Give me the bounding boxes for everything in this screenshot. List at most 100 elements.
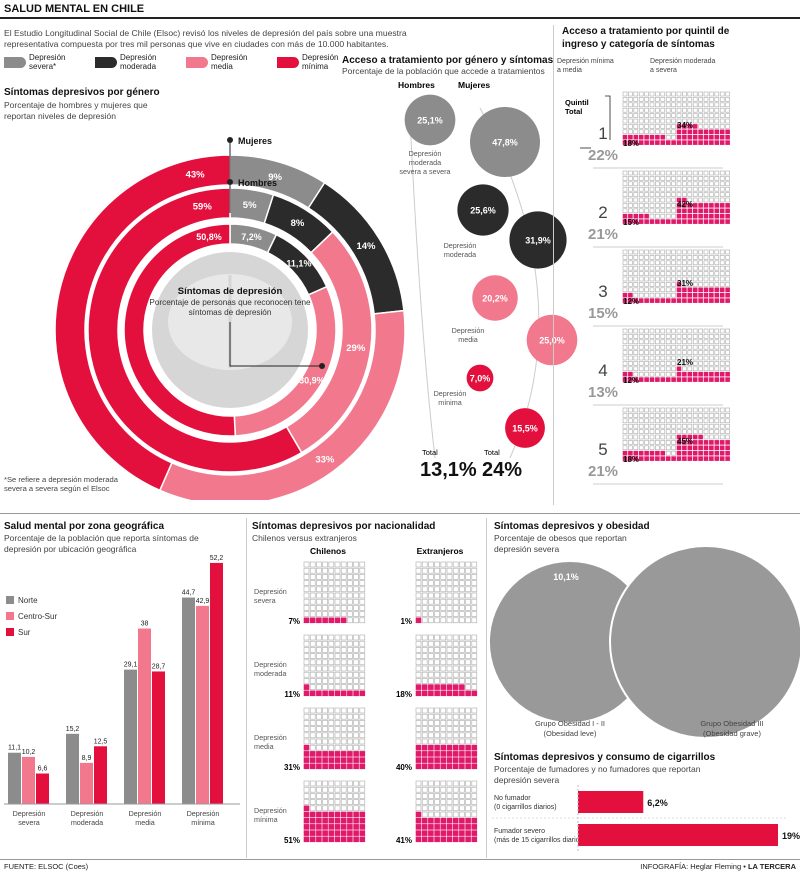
total-label: Total: [484, 448, 500, 457]
smoking-chart: No fumador (0 cigarrillos diarios) 6,2% Fum…: [492, 785, 800, 851]
bubble-label: 7,0%: [470, 374, 491, 384]
center-pointer: [229, 322, 322, 367]
q-col2-label: Depresión moderada: [650, 58, 715, 65]
quintile-label: 15%: [623, 218, 639, 227]
q-total-label: Total: [565, 107, 582, 116]
zone-subtitle: Porcentaje de la población que reporta s…: [4, 533, 199, 554]
ring-label: 30,9%: [299, 376, 325, 386]
nation-waffle-extranjeros: [415, 707, 478, 770]
gender-access-subtitle: Porcentaje de la población que accede a …: [342, 66, 545, 76]
smoking-label: 19%: [782, 831, 800, 841]
quintile-total: 13%: [588, 384, 618, 401]
zone-bar-label: 42,9: [196, 598, 210, 605]
quintile-waffle-mod: [676, 170, 730, 224]
pointer-dot: [227, 137, 233, 143]
footer-brand: LA TERCERA: [747, 862, 796, 871]
zone-bar: [182, 597, 195, 804]
total-hombres: 13,1%: [420, 459, 477, 481]
obesity-subtitle: Porcentaje de obesos que reportan depres…: [494, 533, 627, 554]
ring-label: 8%: [291, 218, 305, 229]
page-title: SALUD MENTAL EN CHILE: [4, 3, 145, 15]
nation-label: 40%: [396, 763, 412, 772]
nationality-subtitle: Chilenos versus extranjeros: [252, 533, 357, 543]
col-mujeres: Mujeres: [458, 80, 490, 90]
label-mujeres: Mujeres: [238, 136, 272, 146]
zone-legend-swatch: [6, 628, 14, 636]
obesity-chart: 10,1% 15% Grupo Obesidad I - II(Obesidad l…: [489, 536, 800, 739]
quintile-waffle-min: [622, 249, 676, 303]
smoking-category: Fumador severo: [494, 828, 545, 835]
ring-label: 33%: [315, 454, 335, 465]
quintile-waffle-min: [622, 407, 676, 461]
bubble-mujeres-minima: [505, 408, 545, 448]
quintile-label: 12%: [623, 297, 639, 306]
category-label: Depresión: [409, 149, 442, 158]
gender-access-chart: Hombres Mujeres 25,1% 25,6% 20,2% 7,0% 47,8% 31…: [398, 80, 578, 481]
obesity-bubble-leve: [489, 561, 651, 723]
bubble-mujeres-severa: [470, 107, 540, 177]
legend-swatch: [277, 57, 299, 69]
quintile-waffle-mod: [676, 91, 730, 145]
nation-label: 1%: [400, 617, 412, 626]
smoking-title: Síntomas depresivos y consumo de cigarri…: [494, 752, 716, 763]
nation-col2: Extranjeros: [417, 546, 464, 556]
zone-legend-label: Sur: [18, 628, 31, 637]
quintile-label: 18%: [623, 139, 639, 148]
quintile-number: 5: [598, 440, 607, 459]
footer-source: FUENTE: ELSOC (Coes): [4, 862, 89, 871]
gender-access-title: Acceso a tratamiento por género y síntom…: [342, 55, 554, 66]
obesity-category: Grupo Obesidad III: [700, 719, 763, 728]
quintile-waffle-mod: [676, 249, 730, 303]
ring-label: 9%: [268, 172, 282, 183]
quintile-number: 3: [598, 282, 607, 301]
smoking-bar: [578, 824, 778, 846]
col-hombres: Hombres: [398, 80, 435, 90]
category-label: media: [458, 335, 478, 344]
zone-bar-label: 29,1: [124, 662, 138, 669]
nation-label: 18%: [396, 690, 412, 699]
obesity-category: (Obesidad grave): [703, 729, 761, 738]
q-col1-label: Depresión mínima: [557, 58, 614, 65]
zone-bar-label: 10,2: [22, 749, 36, 756]
pointer-dot: [227, 179, 233, 185]
zone-bar-label: 6,6: [38, 766, 48, 773]
nation-waffle-chilenos: [303, 634, 366, 697]
bubble-mujeres-media: [526, 314, 578, 366]
obesity-label: 15%: [691, 536, 709, 546]
quintile-total: 15%: [588, 305, 618, 322]
zone-bar-label: 11,1: [8, 745, 21, 752]
quintile-waffle-mod: [676, 328, 730, 382]
bubble-hombres-minima: [466, 364, 494, 392]
quintile-number: 2: [598, 203, 607, 222]
category-label: severa a severa: [399, 167, 450, 176]
nation-waffle-chilenos: [303, 561, 366, 624]
center-title: Síntomas de depresión: [178, 286, 283, 297]
zone-category: severa: [18, 818, 40, 827]
zone-bar-label: 15,2: [66, 726, 80, 733]
nation-label: 51%: [284, 836, 300, 845]
zone-bar-label: 12,5: [94, 738, 108, 745]
nation-category: severa: [254, 596, 276, 605]
ring-segment-minima: [123, 223, 237, 437]
quintile-label: 34%: [677, 121, 693, 130]
quintile-label: 18%: [623, 455, 639, 464]
nation-waffle-chilenos: [303, 707, 366, 770]
quintile-waffle-min: [622, 91, 676, 145]
center-pointer-dot: [319, 363, 325, 369]
smoking-subtitle: Porcentaje de fumadores y no fumadores q…: [494, 764, 701, 785]
category-label: Depresión: [434, 389, 467, 398]
bubble-label: 20,2%: [482, 294, 508, 304]
nation-category: Depresión: [254, 733, 287, 742]
quintile-label: 42%: [677, 200, 693, 209]
zone-bar: [138, 628, 151, 804]
quintile-label: 21%: [677, 358, 693, 367]
zone-category: Depresión: [187, 809, 220, 818]
zone-category: media: [135, 818, 155, 827]
label-hombres: Hombres: [238, 178, 277, 188]
category-label: moderada: [444, 250, 476, 259]
bubble-label: 31,9%: [525, 236, 551, 246]
q-quintil-label: Quintil: [565, 98, 589, 107]
legend-item-media: Depresión media: [186, 53, 263, 72]
obesity-label: 10,1%: [553, 572, 579, 582]
